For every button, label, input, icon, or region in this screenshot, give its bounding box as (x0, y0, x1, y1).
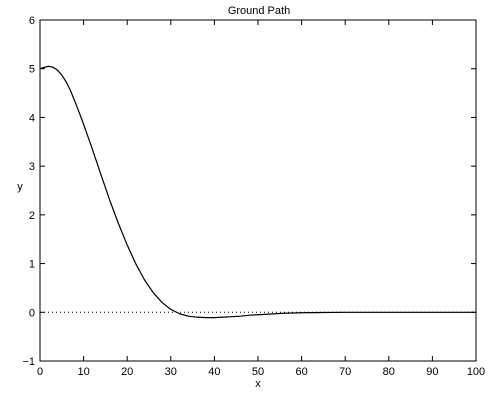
x-tick-label: 60 (295, 366, 307, 378)
x-tick-label: 50 (252, 366, 264, 378)
y-tick-label: 2 (29, 210, 35, 222)
x-tick-label: 100 (467, 366, 485, 378)
x-tick-label: 20 (121, 366, 133, 378)
y-tick-label: 4 (29, 112, 35, 124)
series-layer (39, 65, 476, 319)
x-tick-label: 0 (37, 366, 43, 378)
y-axis-label: y (17, 181, 23, 193)
x-tick-label: 90 (426, 366, 438, 378)
x-tick-label: 40 (208, 366, 220, 378)
x-tick-label: 80 (383, 366, 395, 378)
y-tick-label: 0 (29, 307, 35, 319)
x-tick-label: 10 (77, 366, 89, 378)
y-tick-label: 6 (29, 15, 35, 27)
y-tick-label: 3 (29, 161, 35, 173)
x-tick-label: 70 (339, 366, 351, 378)
chart-title: Ground Path (228, 5, 290, 17)
plot-area (39, 19, 477, 362)
y-tick-label: 5 (29, 64, 35, 76)
x-axis-label: x (255, 378, 261, 390)
y-tick-label: 1 (29, 259, 35, 271)
x-tick-label: 30 (165, 366, 177, 378)
series-line (39, 65, 476, 319)
y-tick-label: −1 (22, 356, 35, 368)
